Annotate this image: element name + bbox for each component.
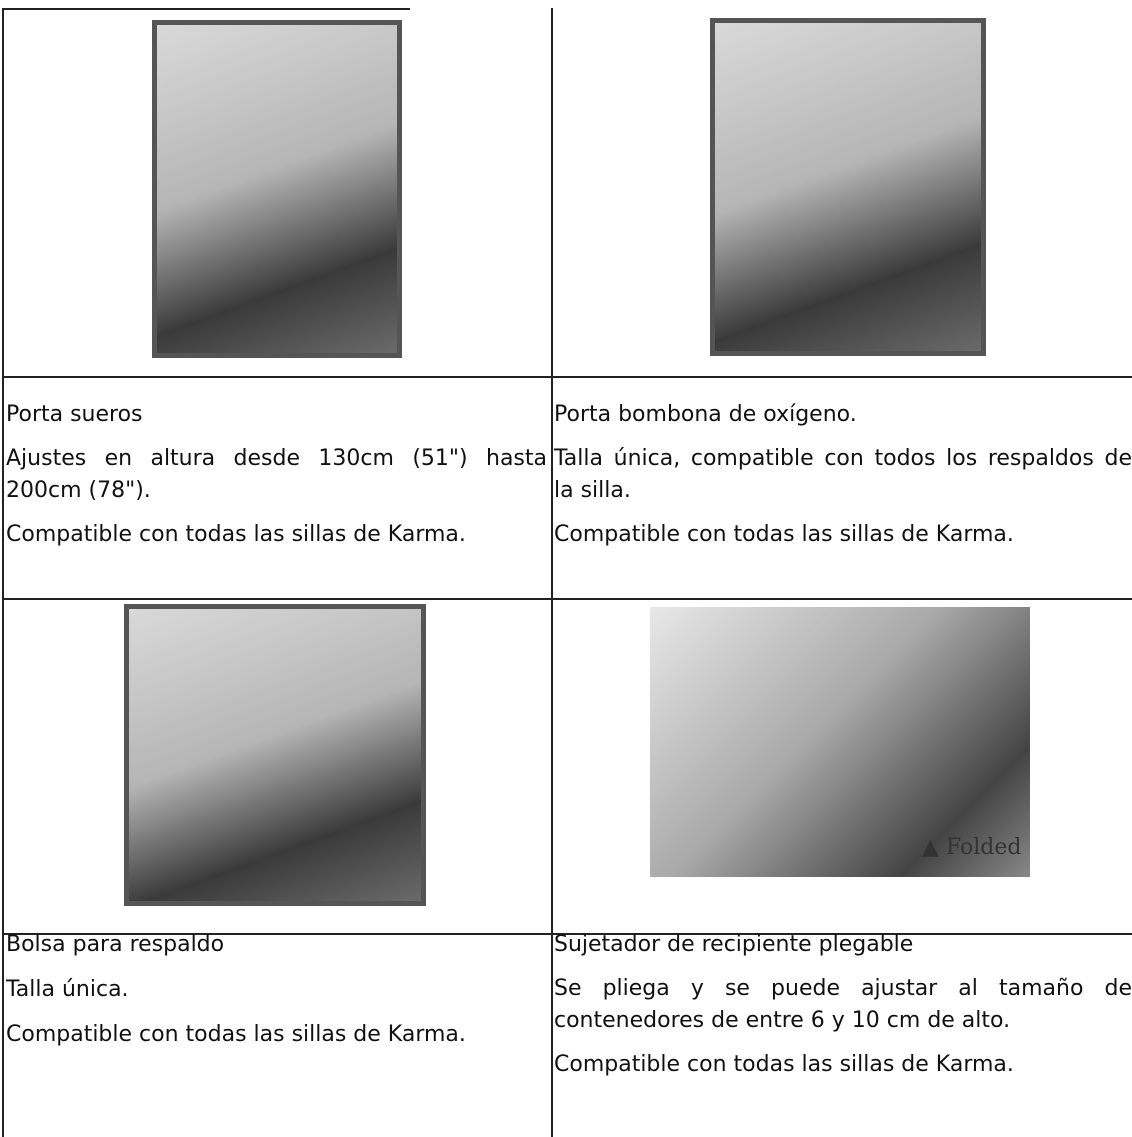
product-line: Talla única. — [6, 977, 129, 1002]
product-photo — [152, 20, 402, 358]
product-line: Compatible con todas las sillas de Karma… — [554, 522, 1014, 547]
table-border — [2, 8, 410, 10]
table-border — [551, 8, 553, 1137]
image-label: ▲ Folded — [922, 835, 1022, 860]
table-border — [2, 933, 1132, 935]
product-cell: Porta sueros Ajustes en altura desde 130… — [6, 399, 547, 563]
product-name: Sujetador de recipiente plegable — [554, 932, 914, 957]
product-photo — [710, 18, 986, 356]
product-name: Bolsa para respaldo — [6, 932, 225, 957]
product-line: Compatible con todas las sillas de Karma… — [6, 522, 466, 547]
product-line: Talla única, compatible con todos los re… — [554, 446, 1132, 503]
product-name: Porta sueros — [6, 402, 143, 427]
product-cell: Porta bombona de oxígeno. Talla única, c… — [554, 399, 1132, 563]
product-cell: Sujetador de recipiente plegable Se plie… — [554, 929, 1132, 1093]
product-line: Ajustes en altura desde 130cm (51") hast… — [6, 446, 547, 503]
table-border — [2, 598, 1132, 600]
product-photo — [124, 604, 426, 906]
product-line: Compatible con todas las sillas de Karma… — [554, 1052, 1014, 1077]
product-line: Compatible con todas las sillas de Karma… — [6, 1022, 466, 1047]
product-cell: Bolsa para respaldo Talla única. Compati… — [6, 929, 547, 1063]
product-line: Se pliega y se puede ajustar al tamaño d… — [554, 976, 1132, 1033]
table-border — [2, 8, 4, 1137]
table-border — [2, 376, 1132, 378]
product-photo — [650, 607, 1030, 877]
product-name: Porta bombona de oxígeno. — [554, 402, 857, 427]
